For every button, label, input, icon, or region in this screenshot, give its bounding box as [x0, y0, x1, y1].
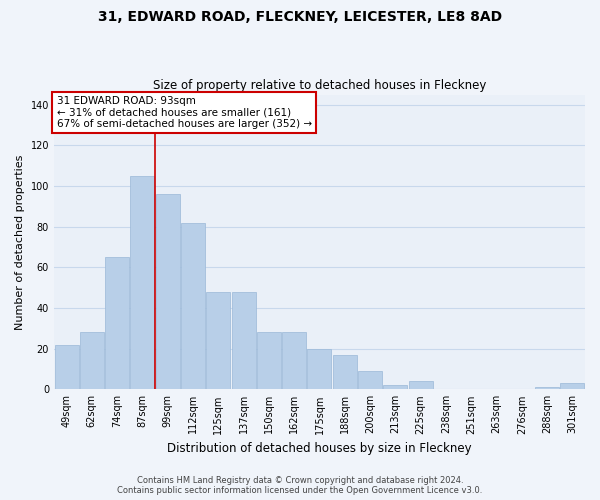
Bar — [206, 292, 230, 390]
Bar — [409, 381, 433, 390]
Bar — [156, 194, 180, 390]
Bar — [80, 332, 104, 390]
Bar — [55, 344, 79, 390]
Bar — [282, 332, 306, 390]
Text: Contains HM Land Registry data © Crown copyright and database right 2024.
Contai: Contains HM Land Registry data © Crown c… — [118, 476, 482, 495]
Bar — [307, 348, 331, 390]
Bar — [333, 354, 357, 390]
Bar — [130, 176, 154, 390]
Y-axis label: Number of detached properties: Number of detached properties — [15, 154, 25, 330]
Bar — [105, 257, 129, 390]
Text: 31, EDWARD ROAD, FLECKNEY, LEICESTER, LE8 8AD: 31, EDWARD ROAD, FLECKNEY, LEICESTER, LE… — [98, 10, 502, 24]
Title: Size of property relative to detached houses in Fleckney: Size of property relative to detached ho… — [153, 79, 486, 92]
X-axis label: Distribution of detached houses by size in Fleckney: Distribution of detached houses by size … — [167, 442, 472, 455]
Bar — [181, 222, 205, 390]
Bar — [257, 332, 281, 390]
Bar — [535, 388, 559, 390]
Bar — [232, 292, 256, 390]
Bar — [560, 383, 584, 390]
Bar — [358, 371, 382, 390]
Bar — [383, 385, 407, 390]
Text: 31 EDWARD ROAD: 93sqm
← 31% of detached houses are smaller (161)
67% of semi-det: 31 EDWARD ROAD: 93sqm ← 31% of detached … — [56, 96, 311, 129]
